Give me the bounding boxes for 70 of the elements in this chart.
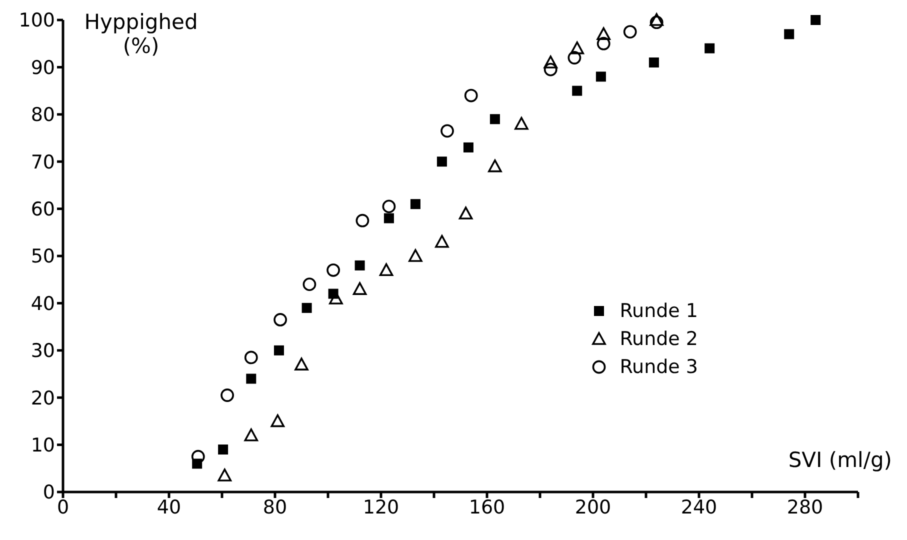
y-axis-title: Hyppighed (%): [83, 10, 199, 58]
x-tick-label: 80: [262, 496, 288, 518]
x-tick-label: 120: [362, 496, 400, 518]
point: [244, 350, 258, 364]
point: [488, 159, 502, 172]
point: [379, 263, 394, 276]
point: [596, 36, 610, 50]
x-axis-title: SVI (ml/g): [788, 448, 892, 472]
point: [458, 206, 473, 220]
legend-label: Runde 1: [620, 300, 698, 322]
y-tick-label: 70: [30, 151, 55, 174]
legend-label: Runde 3: [620, 356, 698, 378]
x-tick-label: 0: [56, 496, 70, 518]
y-tick-label: 0: [42, 482, 55, 504]
legend-label: Runde 2: [620, 328, 698, 350]
point: [326, 263, 340, 277]
point: [352, 282, 367, 295]
point: [650, 16, 664, 30]
x-tick-label: 200: [574, 496, 612, 518]
point: [596, 27, 610, 40]
point: [302, 278, 316, 292]
point: [274, 345, 284, 356]
point: [384, 213, 394, 224]
point: [191, 450, 205, 464]
point: [302, 302, 312, 313]
point: [356, 214, 370, 228]
x-tick-label: 280: [786, 496, 824, 518]
point: [354, 260, 365, 270]
y-tick-label: 50: [30, 246, 55, 268]
point: [570, 41, 584, 54]
point: [435, 234, 449, 248]
point: [246, 374, 256, 384]
point: [568, 51, 582, 64]
y-tick-label: 100: [18, 10, 55, 32]
point: [810, 15, 821, 25]
point: [623, 25, 637, 38]
y-tick-label: 40: [30, 292, 55, 315]
point: [648, 57, 659, 68]
point: [650, 13, 664, 26]
point: [294, 358, 308, 370]
point: [436, 156, 447, 167]
point: [274, 313, 287, 326]
y-tick-label: 90: [30, 56, 55, 79]
point: [218, 444, 228, 455]
point: [218, 468, 232, 482]
y-tick-label: 80: [30, 104, 55, 126]
point: [244, 428, 258, 442]
point: [270, 414, 285, 428]
point: [220, 388, 234, 402]
point: [464, 88, 478, 102]
point: [514, 116, 528, 130]
point: [463, 142, 474, 152]
point: [572, 86, 582, 96]
point: [490, 114, 500, 124]
point: [544, 56, 558, 68]
y-tick-label: 10: [30, 434, 55, 457]
y-tick-label: 20: [30, 387, 55, 410]
point: [440, 124, 454, 138]
point: [408, 249, 422, 262]
point: [410, 199, 420, 210]
y-tick-label: 30: [30, 340, 55, 362]
point: [596, 72, 606, 82]
x-tick-label: 160: [468, 496, 506, 518]
x-tick-label: 240: [680, 496, 718, 518]
point: [544, 62, 558, 76]
point: [382, 200, 396, 214]
point: [784, 29, 794, 40]
point: [704, 43, 715, 54]
y-tick-label: 60: [30, 198, 55, 221]
x-tick-label: 40: [156, 496, 182, 518]
